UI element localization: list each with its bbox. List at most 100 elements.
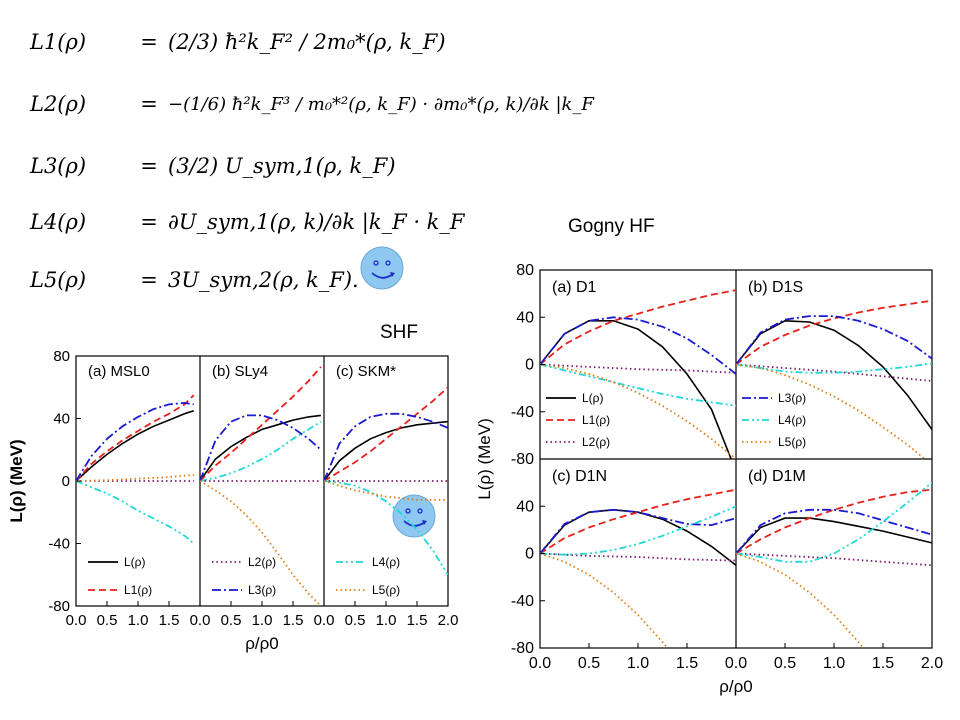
series-line-L5 bbox=[324, 480, 448, 501]
y-tick-label: -40 bbox=[511, 593, 534, 610]
series-line-L5 bbox=[540, 552, 669, 648]
equation-rhs: ∂U_sym,1(ρ, k)/∂k |k_F · k_F bbox=[168, 210, 465, 234]
series-line-L1 bbox=[200, 366, 322, 482]
x-tick-label: 0.0 bbox=[725, 655, 747, 672]
series-line-L3 bbox=[76, 401, 194, 482]
legend-label: L(ρ) bbox=[582, 391, 604, 405]
legend-label: L4(ρ) bbox=[372, 555, 400, 569]
x-tick-label: 0.5 bbox=[345, 612, 366, 629]
y-tick-label: 80 bbox=[53, 348, 70, 365]
chart-panel: (b) D1S L3(ρ) L4(ρ) L5(ρ) bbox=[736, 279, 932, 459]
x-tick-label: 1.0 bbox=[252, 612, 273, 629]
series-group bbox=[736, 481, 932, 648]
series-group bbox=[540, 289, 736, 459]
equation-lhs: L5(ρ) bbox=[30, 268, 87, 292]
equation-l4: L4(ρ) = ∂U_sym,1(ρ, k)/∂k |k_F · k_F bbox=[30, 198, 464, 246]
y-tick-label: -40 bbox=[511, 404, 534, 421]
series-line-L1 bbox=[736, 488, 932, 555]
x-axis-label: ρ/ρ0 bbox=[719, 677, 753, 696]
y-tick-label: -80 bbox=[511, 451, 534, 468]
series-line-L3 bbox=[540, 316, 736, 375]
legend-label: L3(ρ) bbox=[778, 391, 806, 405]
chart-panel: (c) D1N bbox=[540, 468, 736, 648]
legend-label: L2(ρ) bbox=[582, 435, 610, 449]
series-line-L4 bbox=[76, 480, 195, 545]
series-line-L2 bbox=[736, 552, 932, 567]
series-line-L5 bbox=[540, 363, 736, 459]
series-line-L bbox=[540, 508, 736, 566]
legend-label: L1(ρ) bbox=[124, 583, 152, 597]
y-tick-label: 40 bbox=[516, 498, 534, 515]
series-line-L5 bbox=[76, 473, 194, 482]
series-line-L4 bbox=[736, 481, 932, 563]
y-axis-label: L(ρ) (MeV) bbox=[7, 439, 26, 522]
equation-l2: L2(ρ) = −(1/6) ħ²k_F³ / m₀*²(ρ, k_F) · ∂… bbox=[30, 80, 594, 128]
legend-label: L4(ρ) bbox=[778, 413, 806, 427]
series-line-L2 bbox=[540, 363, 736, 374]
legend-label: L(ρ) bbox=[124, 555, 146, 569]
series-group bbox=[200, 366, 322, 606]
y-tick-label: 0 bbox=[62, 473, 70, 490]
legend-label: L3(ρ) bbox=[248, 583, 276, 597]
series-line-L4 bbox=[540, 505, 736, 556]
series-line-L bbox=[324, 420, 448, 482]
equation-l1: L1(ρ) = (2/3) ħ²k_F² / 2m₀*(ρ, k_F) bbox=[30, 18, 446, 66]
x-tick-label: 0.0 bbox=[314, 612, 335, 629]
equation-equals: = bbox=[140, 30, 158, 54]
x-tick-label: 0.0 bbox=[66, 612, 87, 629]
legend-label: L5(ρ) bbox=[372, 583, 400, 597]
series-line-L4 bbox=[324, 480, 448, 576]
series-line-L3 bbox=[540, 508, 736, 555]
chart-panel: (c) SKM* L4(ρ) L5(ρ) bbox=[324, 363, 448, 597]
series-group bbox=[736, 299, 932, 459]
series-line-L3 bbox=[736, 315, 932, 366]
y-tick-label: 40 bbox=[516, 309, 534, 326]
gogny-chart: (a) D1 L(ρ) L1(ρ) L2(ρ) (b) D1S L3(ρ) L4(ρ) L5(… bbox=[475, 262, 943, 696]
x-tick-label: 2.0 bbox=[921, 655, 943, 672]
chart-panel: (d) D1M bbox=[736, 468, 932, 648]
legend-label: L2(ρ) bbox=[248, 555, 276, 569]
equation-l3: L3(ρ) = (3/2) U_sym,1(ρ, k_F) bbox=[30, 142, 396, 190]
equation-l5: L5(ρ) = 3U_sym,2(ρ, k_F). bbox=[30, 256, 359, 304]
legend-label: L1(ρ) bbox=[582, 413, 610, 427]
series-line-L bbox=[736, 319, 932, 430]
series-line-L bbox=[76, 409, 195, 482]
x-tick-label: 1.5 bbox=[283, 612, 304, 629]
series-line-L1 bbox=[736, 299, 932, 366]
equation-lhs: L1(ρ) bbox=[30, 30, 87, 54]
series-line-L1 bbox=[540, 289, 736, 366]
x-tick-label: 1.0 bbox=[627, 655, 649, 672]
x-tick-label: 1.0 bbox=[128, 612, 149, 629]
series-line-L2 bbox=[736, 363, 932, 382]
series-line-L4 bbox=[736, 362, 932, 374]
x-tick-label: 0.5 bbox=[578, 655, 600, 672]
series-group bbox=[76, 394, 195, 545]
series-line-L bbox=[540, 320, 732, 459]
x-axis-label: ρ/ρ0 bbox=[245, 634, 279, 653]
series-line-L1 bbox=[540, 488, 736, 555]
shf-chart: (a) MSL0 L(ρ) L1(ρ) (b) SLy4 L2(ρ) L3(ρ) (c) S… bbox=[7, 348, 458, 653]
equations-block: L1(ρ) = (2/3) ħ²k_F² / 2m₀*(ρ, k_F) L2(ρ… bbox=[30, 18, 594, 308]
series-group bbox=[540, 488, 736, 648]
chart-panel: (a) D1 L(ρ) L1(ρ) L2(ρ) bbox=[540, 279, 736, 459]
equation-rhs: (3/2) U_sym,1(ρ, k_F) bbox=[168, 154, 396, 178]
y-tick-label: 80 bbox=[516, 262, 534, 279]
y-tick-label: 40 bbox=[53, 411, 70, 428]
x-tick-label: 1.5 bbox=[676, 655, 698, 672]
series-line-L3 bbox=[736, 508, 932, 555]
equation-equals: = bbox=[140, 154, 158, 178]
y-axis-label: L(ρ) (MeV) bbox=[475, 418, 494, 499]
panel-label: (c) SKM* bbox=[336, 363, 396, 380]
gogny-label: Gogny HF bbox=[568, 216, 655, 237]
series-line-L3 bbox=[324, 412, 448, 482]
equation-equals: = bbox=[140, 92, 158, 116]
y-tick-label: 0 bbox=[525, 357, 534, 374]
shf-label: SHF bbox=[380, 322, 418, 343]
series-line-L5 bbox=[736, 363, 927, 459]
x-tick-label: 1.0 bbox=[376, 612, 397, 629]
series-line-L1 bbox=[76, 394, 195, 482]
series-line-L bbox=[736, 517, 932, 555]
x-tick-label: 0.5 bbox=[774, 655, 796, 672]
equation-equals: = bbox=[140, 210, 158, 234]
equation-lhs: L4(ρ) bbox=[30, 210, 87, 234]
